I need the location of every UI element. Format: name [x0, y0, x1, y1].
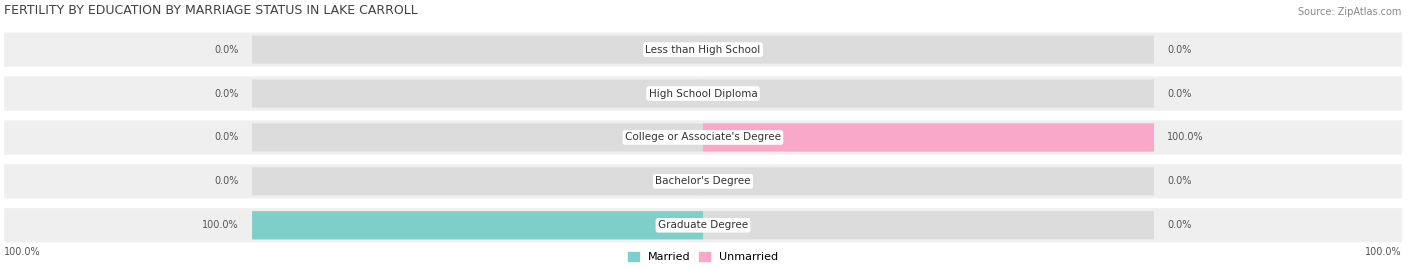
Text: 100.0%: 100.0% [1365, 247, 1402, 257]
FancyBboxPatch shape [4, 76, 1402, 111]
FancyBboxPatch shape [252, 167, 703, 195]
Text: 0.0%: 0.0% [214, 132, 239, 143]
Text: 100.0%: 100.0% [202, 220, 239, 230]
FancyBboxPatch shape [703, 36, 1154, 64]
FancyBboxPatch shape [252, 79, 703, 108]
FancyBboxPatch shape [703, 123, 1154, 151]
Text: 0.0%: 0.0% [1167, 220, 1192, 230]
FancyBboxPatch shape [4, 208, 1402, 242]
FancyBboxPatch shape [252, 211, 703, 239]
FancyBboxPatch shape [252, 211, 703, 239]
FancyBboxPatch shape [703, 79, 1154, 108]
FancyBboxPatch shape [4, 120, 1402, 155]
Text: Less than High School: Less than High School [645, 45, 761, 55]
Text: 100.0%: 100.0% [1167, 132, 1204, 143]
FancyBboxPatch shape [4, 164, 1402, 199]
Text: Source: ZipAtlas.com: Source: ZipAtlas.com [1299, 7, 1402, 17]
Text: 0.0%: 0.0% [1167, 45, 1192, 55]
FancyBboxPatch shape [703, 167, 1154, 195]
Text: 0.0%: 0.0% [1167, 89, 1192, 98]
FancyBboxPatch shape [252, 36, 703, 64]
FancyBboxPatch shape [252, 123, 703, 151]
Text: FERTILITY BY EDUCATION BY MARRIAGE STATUS IN LAKE CARROLL: FERTILITY BY EDUCATION BY MARRIAGE STATU… [4, 4, 418, 17]
FancyBboxPatch shape [703, 211, 1154, 239]
Text: 0.0%: 0.0% [214, 89, 239, 98]
Text: Bachelor's Degree: Bachelor's Degree [655, 176, 751, 186]
Text: 0.0%: 0.0% [214, 176, 239, 186]
Text: High School Diploma: High School Diploma [648, 89, 758, 98]
Text: 0.0%: 0.0% [1167, 176, 1192, 186]
Text: College or Associate's Degree: College or Associate's Degree [626, 132, 780, 143]
Legend: Married, Unmarried: Married, Unmarried [623, 247, 783, 267]
Text: Graduate Degree: Graduate Degree [658, 220, 748, 230]
Text: 0.0%: 0.0% [214, 45, 239, 55]
FancyBboxPatch shape [703, 123, 1154, 151]
Text: 100.0%: 100.0% [4, 247, 41, 257]
FancyBboxPatch shape [4, 33, 1402, 67]
